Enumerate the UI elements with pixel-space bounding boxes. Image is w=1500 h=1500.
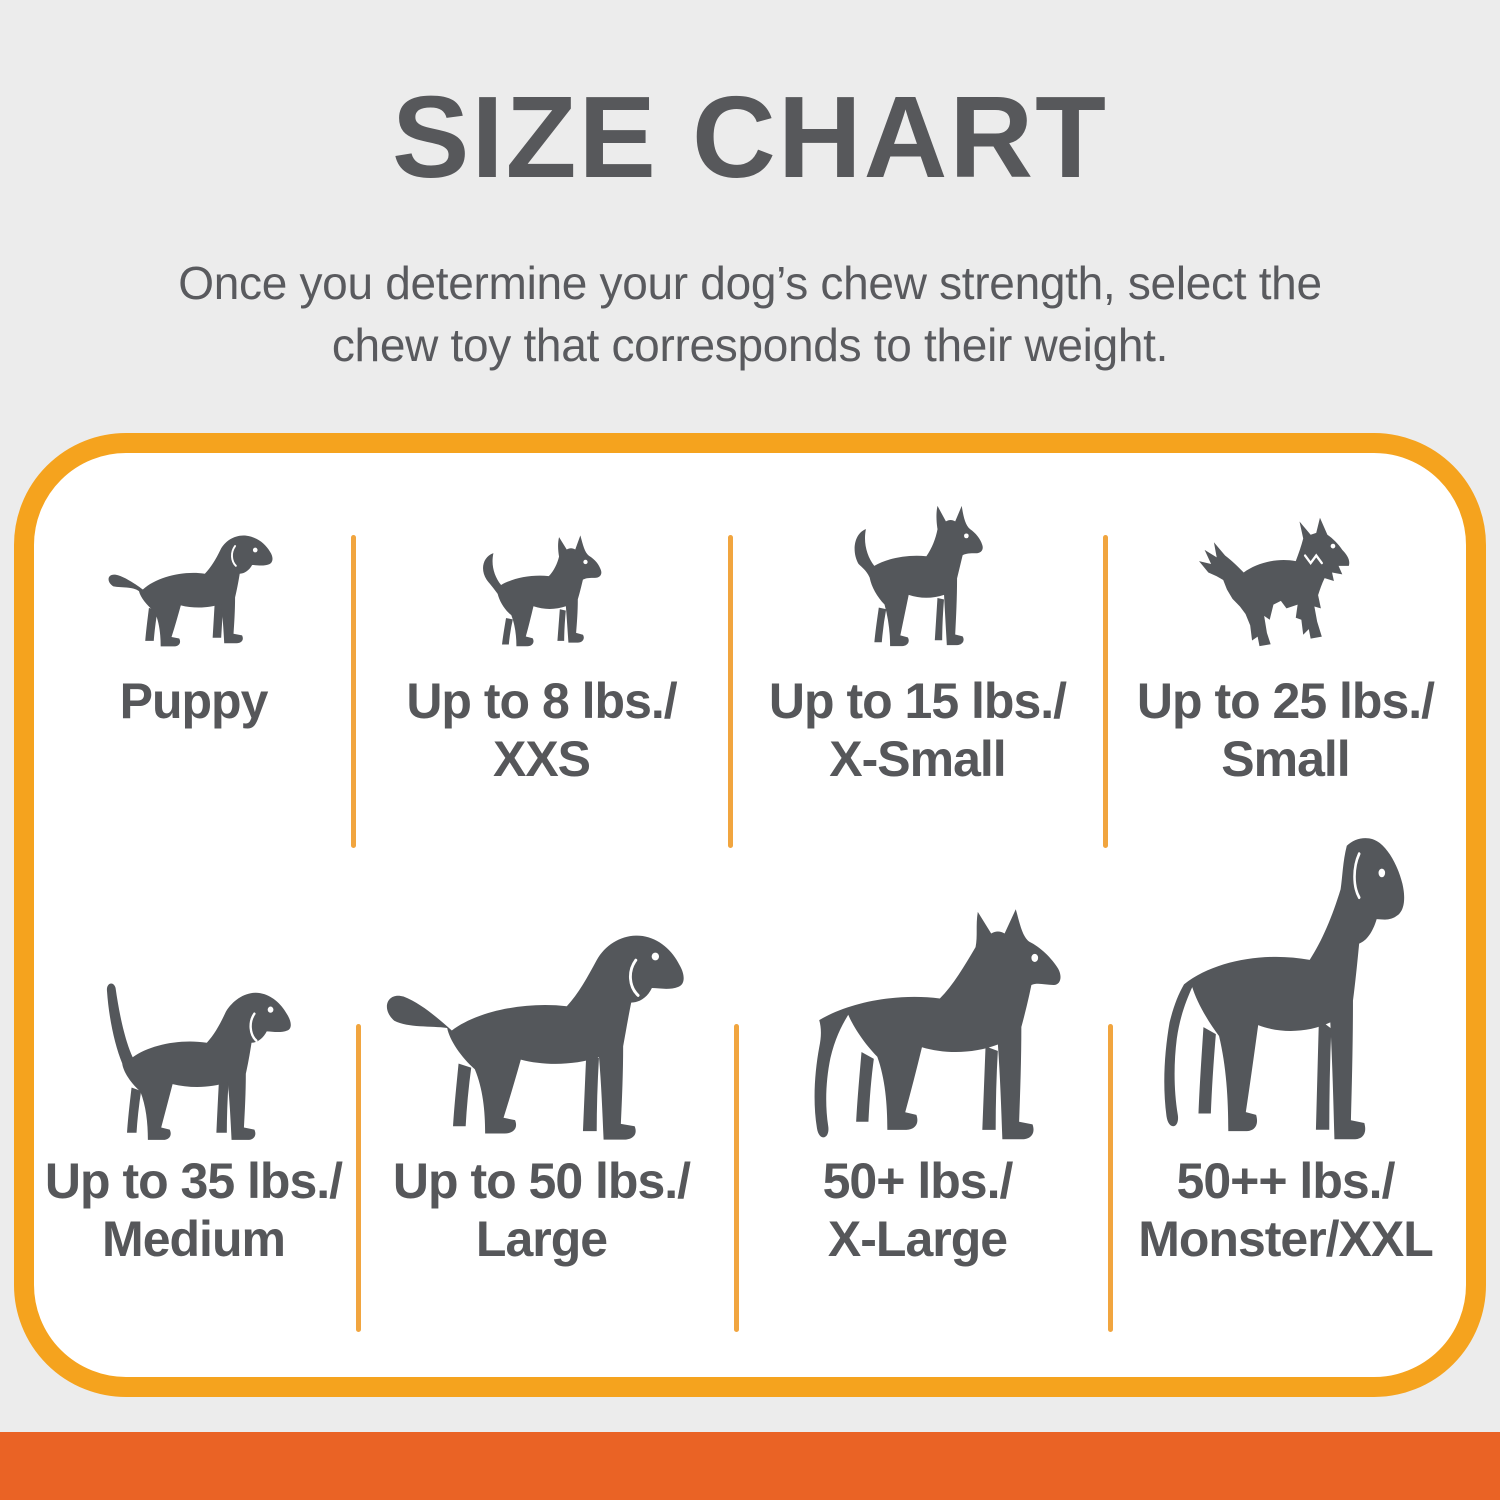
size-cell-monster-xxl: 50++ lbs./ Monster/XXL <box>1105 815 1466 1268</box>
size-cell-small: Up to 25 lbs./ Small <box>1105 500 1466 788</box>
size-label-puppy: Puppy <box>119 673 269 729</box>
bottom-accent-strip <box>0 1432 1500 1500</box>
cattle-dog-icon <box>814 909 1061 1140</box>
size-cell-xxs: Up to 8 lbs./ XXS <box>353 500 730 788</box>
subtitle: Once you determine your dog’s chew stren… <box>0 252 1500 376</box>
puppy-icon <box>108 535 272 647</box>
size-label-x-small: Up to 15 lbs./ X-Small <box>768 673 1067 787</box>
size-cell-medium: Up to 35 lbs./ Medium <box>34 815 353 1268</box>
divider <box>351 535 356 848</box>
beagle-icon <box>106 983 291 1140</box>
divider <box>356 1024 361 1332</box>
labrador-icon <box>386 935 684 1140</box>
subtitle-line-1: Once you determine your dog’s chew stren… <box>178 257 1322 309</box>
size-label-monster-xxl: 50++ lbs./ Monster/XXL <box>1138 1153 1434 1267</box>
divider <box>1103 535 1108 848</box>
size-cell-puppy: Puppy <box>34 500 353 730</box>
subtitle-line-2: chew toy that corresponds to their weigh… <box>331 319 1169 371</box>
size-cell-x-small: Up to 15 lbs./ X-Small <box>730 500 1105 788</box>
size-label-xxs: Up to 8 lbs./ XXS <box>406 673 677 787</box>
size-label-large: Up to 50 lbs./ Large <box>392 1153 691 1267</box>
size-cell-large: Up to 50 lbs./ Large <box>353 815 730 1268</box>
page-title: SIZE CHART <box>392 72 1108 202</box>
size-cell-x-large: 50+ lbs./ X-Large <box>730 815 1105 1268</box>
size-label-small: Up to 25 lbs./ Small <box>1136 673 1435 787</box>
size-label-x-large: 50+ lbs./ X-Large <box>822 1153 1014 1267</box>
divider <box>734 1024 739 1332</box>
great-dane-icon <box>1163 838 1404 1140</box>
divider <box>1108 1024 1113 1332</box>
terrier-icon <box>1198 517 1349 647</box>
chihuahua-icon <box>482 535 601 647</box>
toy-dog-icon <box>854 505 983 647</box>
size-label-medium: Up to 35 lbs./ Medium <box>44 1153 343 1267</box>
divider <box>728 535 733 848</box>
